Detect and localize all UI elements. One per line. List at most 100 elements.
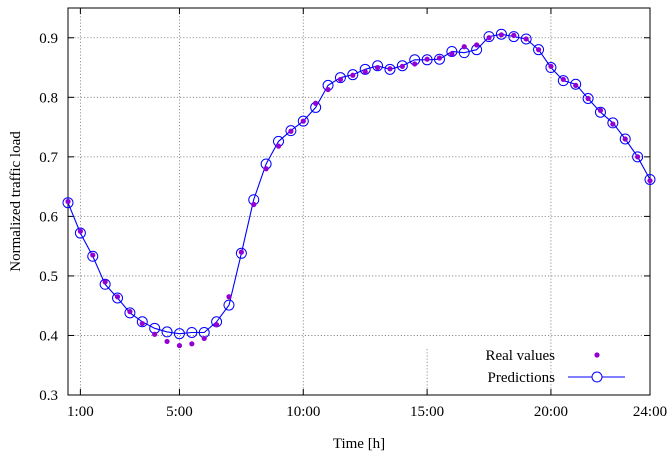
prediction-point: [372, 60, 384, 72]
real-value-point: [610, 121, 616, 127]
real-value-point: [275, 143, 282, 149]
real-value-point: [164, 338, 170, 345]
plot-frame: [67, 7, 651, 396]
prediction-point: [334, 72, 346, 84]
real-value-point: [548, 63, 554, 69]
prediction-point: [235, 247, 247, 259]
x-tick-label: 10:00: [286, 404, 320, 420]
real-value-point: [635, 154, 641, 160]
real-value-point: [238, 249, 244, 255]
y-tick-label: 0.3: [39, 388, 58, 404]
real-value-point: [176, 342, 183, 349]
y-tick-label: 0.4: [39, 328, 58, 344]
real-value-point: [139, 320, 145, 327]
prediction-point: [582, 92, 594, 104]
real-value-point: [585, 95, 591, 102]
prediction-point: [421, 54, 433, 66]
prediction-point: [446, 45, 458, 57]
prediction-point: [136, 316, 148, 328]
prediction-point: [74, 227, 86, 239]
y-tick-label: 0.5: [39, 269, 58, 285]
real-value-point: [325, 86, 331, 93]
real-value-point: [511, 32, 517, 38]
prediction-point: [644, 173, 656, 185]
real-value-point: [647, 178, 653, 184]
real-value-point: [65, 198, 71, 205]
real-value-point: [152, 331, 158, 337]
prediction-point: [359, 63, 371, 75]
prediction-point: [186, 326, 198, 338]
real-value-point: [226, 294, 232, 300]
y-tick-label: 0.7: [39, 150, 58, 166]
legend: Real values Predictions: [485, 348, 625, 386]
y-tick-label: 0.9: [39, 31, 58, 47]
prediction-point: [433, 53, 445, 65]
real-value-point: [498, 32, 505, 38]
real-value-point: [387, 66, 393, 72]
prediction-point: [508, 31, 520, 43]
prediction-point: [396, 60, 408, 72]
real-value-point: [201, 335, 207, 342]
real-value-point: [412, 61, 418, 67]
real-value-point: [535, 47, 542, 53]
x-tick-label: 20:00: [534, 404, 568, 420]
prediction-point: [87, 250, 99, 262]
real-value-point: [263, 166, 269, 172]
prediction-point: [545, 62, 557, 74]
real-value-point: [362, 69, 368, 75]
prediction-point: [223, 299, 235, 311]
grid: [68, 8, 650, 395]
prediction-point: [520, 33, 532, 45]
real-value-point: [436, 55, 443, 61]
y-tick-label: 0.6: [39, 209, 58, 225]
prediction-point: [347, 69, 359, 81]
prediction-point: [557, 75, 569, 87]
prediction-point: [607, 117, 619, 129]
x-tick-label: 24:00: [633, 404, 667, 420]
real-value-point: [350, 72, 356, 78]
prediction-point: [161, 326, 173, 338]
real-value-point: [449, 51, 455, 57]
real-value-point: [523, 36, 529, 42]
axis-ticks: 1:00 5:00 10:00 15:00 20:00 24:00 0.3 0.4 0.5 0.6…: [39, 8, 667, 420]
prediction-point: [112, 292, 124, 304]
real-value-point: [474, 42, 480, 48]
x-tick-label: 15:00: [410, 404, 444, 420]
real-value-point: [399, 63, 405, 69]
real-value-point: [90, 252, 96, 258]
prediction-point: [632, 151, 644, 163]
real-value-point: [374, 64, 381, 71]
real-value-point: [461, 44, 467, 50]
prediction-point: [124, 307, 136, 319]
predictions-series: [62, 28, 656, 340]
real-value-point: [288, 128, 294, 134]
prediction-point: [384, 63, 396, 75]
predictions-line: [67, 33, 651, 335]
real-value-point: [300, 118, 306, 124]
real-value-point: [424, 56, 430, 62]
real-value-point: [486, 35, 492, 41]
real-value-point: [114, 294, 121, 300]
legend-label-predictions: Predictions: [488, 370, 556, 386]
real-value-point: [597, 107, 604, 114]
real-values-series: [65, 32, 653, 349]
prediction-point: [594, 106, 606, 118]
real-value-point: [313, 100, 319, 106]
legend-label-real-values: Real values: [485, 348, 555, 364]
prediction-point: [297, 115, 309, 127]
prediction-point: [173, 328, 185, 340]
x-tick-label: 1:00: [67, 404, 94, 420]
prediction-point: [99, 278, 111, 290]
prediction-point: [483, 31, 495, 43]
real-value-point: [77, 228, 83, 234]
prediction-point: [533, 44, 545, 56]
real-value-point: [213, 322, 220, 328]
real-value-point: [337, 76, 344, 83]
prediction-point: [570, 78, 582, 90]
real-value-point: [573, 82, 579, 88]
real-value-point: [102, 279, 108, 285]
prediction-point: [619, 133, 631, 145]
x-tick-label: 5:00: [166, 404, 193, 420]
prediction-point: [62, 197, 74, 209]
